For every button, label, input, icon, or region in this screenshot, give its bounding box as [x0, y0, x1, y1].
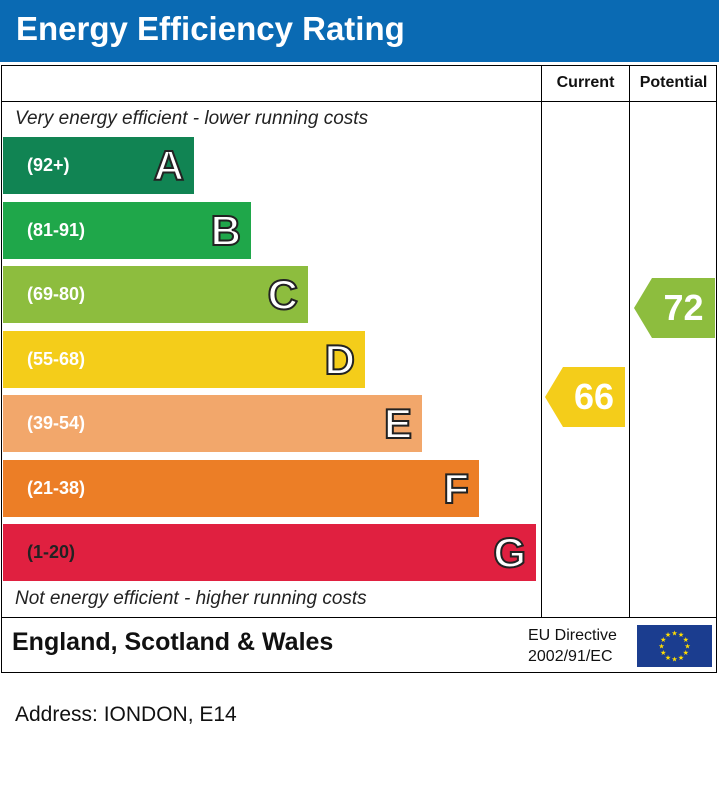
- column-header-divider: [1, 101, 717, 102]
- band-d: (55-68) D: [3, 330, 365, 388]
- eu-star-icon: ★: [660, 649, 666, 657]
- top-note: Very energy efficient - lower running co…: [15, 108, 369, 129]
- eu-directive-label: EU Directive: [528, 627, 617, 644]
- current-rating-arrow: 66: [545, 366, 625, 427]
- potential-column-header: Potential: [639, 74, 708, 91]
- band-b: (81-91) B: [3, 201, 251, 259]
- band-letter: A: [153, 141, 185, 190]
- eu-star-icon: ★: [683, 649, 689, 657]
- band-range-label: (81-91): [27, 219, 86, 240]
- potential-rating-arrow: 72: [634, 278, 715, 338]
- eu-flag-icon: ★ ★ ★ ★ ★ ★ ★ ★ ★ ★ ★ ★: [637, 625, 712, 667]
- eu-star-icon: ★: [678, 654, 684, 662]
- header-bar: Energy Efficiency Rating: [0, 0, 719, 62]
- current-rating-arrow-shape: [545, 366, 625, 427]
- eu-star-icon: ★: [658, 643, 664, 651]
- address-label: Address: IONDON, E14: [15, 703, 237, 726]
- eu-star-icon: ★: [683, 636, 689, 644]
- band-a: (92+) A: [3, 137, 194, 194]
- band-letter: E: [383, 399, 413, 448]
- band-range-label: (55-68): [27, 348, 86, 369]
- band-range-label: (21-38): [27, 477, 86, 498]
- band-letter: F: [442, 464, 470, 513]
- eu-star-icon: ★: [678, 631, 684, 639]
- band-letter: C: [267, 270, 299, 319]
- potential-rating-arrow-value: 72: [663, 287, 704, 328]
- eu-star-icon: ★: [684, 643, 690, 651]
- rating-frame: [1, 65, 717, 673]
- eu-star-icon: ★: [671, 630, 677, 638]
- eu-star-icon: ★: [665, 631, 671, 639]
- band-letter: B: [210, 206, 242, 255]
- band-letter: D: [324, 335, 356, 384]
- band-c: (69-80) C: [3, 266, 308, 323]
- region-label: England, Scotland & Wales: [12, 628, 334, 656]
- eu-star-icon: ★: [660, 636, 666, 644]
- potential-rating-arrow-shape: [634, 278, 715, 338]
- band-range-label: (92+): [27, 155, 70, 175]
- eu-directive-number: 2002/91/EC: [528, 648, 613, 665]
- band-range-label: (1-20): [27, 542, 76, 562]
- eu-star-icon: ★: [671, 656, 677, 664]
- current-column-header: Current: [556, 74, 615, 91]
- band-g: (1-20) G: [3, 524, 536, 581]
- band-e: (39-54) E: [3, 395, 422, 452]
- eu-star-icon: ★: [665, 654, 671, 662]
- current-rating-arrow-value: 66: [573, 375, 615, 417]
- current-column-divider: [541, 65, 542, 617]
- potential-column-divider: [629, 65, 630, 617]
- footer-divider: [1, 617, 717, 618]
- bottom-note: Not energy efficient - higher running co…: [15, 588, 367, 609]
- chart-title: Energy Efficiency Rating: [16, 10, 405, 47]
- band-letter: G: [492, 528, 527, 577]
- band-f: (21-38) F: [3, 459, 479, 517]
- band-range-label: (69-80): [27, 284, 86, 304]
- band-range-label: (39-54): [27, 413, 86, 433]
